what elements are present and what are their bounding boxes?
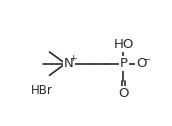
Text: N: N <box>64 57 74 70</box>
Text: +: + <box>69 54 77 63</box>
Text: HO: HO <box>113 38 134 51</box>
Text: P: P <box>120 57 128 70</box>
Text: −: − <box>142 54 149 63</box>
Text: HBr: HBr <box>31 84 53 97</box>
Text: O: O <box>136 57 147 70</box>
Text: O: O <box>118 87 129 100</box>
